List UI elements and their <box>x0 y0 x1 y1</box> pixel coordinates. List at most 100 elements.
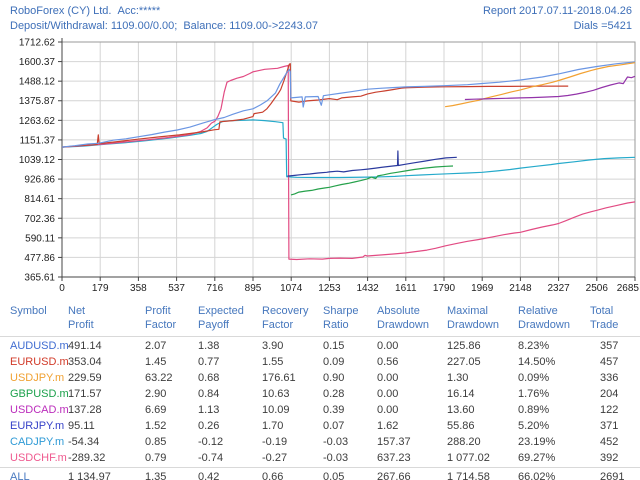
y-tick-label: 702.36 <box>24 214 55 225</box>
value-cell: 0.07 <box>323 420 345 432</box>
value-cell: 637.23 <box>377 452 411 464</box>
value-cell: 392 <box>600 452 619 464</box>
value-cell: 0.00 <box>377 340 399 352</box>
column-header: Maximal Drawdown <box>447 305 499 331</box>
value-cell: 2691 <box>600 471 625 480</box>
symbol-cell: USDCAD.m <box>10 404 68 416</box>
table-row: USDCAD.m 137.28 6.69 1.13 10.09 0.39 0.00 13.60… <box>0 402 640 418</box>
value-cell: 0.84 <box>198 388 220 400</box>
value-cell: 336 <box>600 372 619 384</box>
value-cell: 2.90 <box>145 388 167 400</box>
x-tick-label: 0 <box>59 283 65 294</box>
value-cell: 1.76% <box>518 388 550 400</box>
header-separator <box>0 336 640 337</box>
value-cell: 452 <box>600 436 619 448</box>
column-header: Symbol <box>10 305 47 317</box>
value-cell: -54.34 <box>68 436 100 448</box>
report-header: RoboForex (CY) Ltd. Acc:***** Report 2017… <box>0 0 640 36</box>
value-cell: 0.79 <box>145 452 167 464</box>
x-tick-label: 2327 <box>547 283 570 294</box>
y-tick-label: 477.86 <box>24 253 55 264</box>
value-cell: 66.02% <box>518 471 556 480</box>
value-cell: 63.22 <box>145 372 173 384</box>
x-tick-label: 1969 <box>471 283 494 294</box>
usdjpy-equity-line <box>445 62 636 108</box>
value-cell: 0.09% <box>518 372 550 384</box>
value-cell: 55.86 <box>447 420 475 432</box>
report-period: Report 2017.07.11-2018.04.26 <box>482 5 632 17</box>
y-tick-label: 1712.62 <box>19 38 56 49</box>
y-tick-label: 590.11 <box>25 233 55 244</box>
value-cell: 267.66 <box>377 471 411 480</box>
eurusd-equity-line <box>61 63 569 148</box>
total-separator <box>0 467 640 468</box>
deposit-withdrawal: Deposit/Withdrawal: 1109.00/0.00; <box>10 20 178 32</box>
x-tick-label: 179 <box>92 283 109 294</box>
usdcad-equity-line <box>464 75 636 101</box>
table-row: AUDUSD.m 491.14 2.07 1.38 3.90 0.15 0.00 125.86… <box>0 338 640 354</box>
value-cell: 0.39 <box>323 404 345 416</box>
symbol-cell: CADJPY.m <box>10 436 65 448</box>
value-cell: 8.23% <box>518 340 550 352</box>
value-cell: 176.61 <box>262 372 296 384</box>
table-header-row: Symbol Net Profit Profit Factor Expected Payof… <box>0 302 640 335</box>
table-row: EURJPY.m 95.11 1.52 0.26 1.70 0.07 1.62 55.86 5.… <box>0 418 640 434</box>
x-tick-label: 2148 <box>509 283 532 294</box>
x-tick-label: 2685 <box>617 283 640 294</box>
y-tick-label: 365.61 <box>24 273 55 284</box>
y-tick-label: 1151.37 <box>20 135 56 146</box>
table-total-row: ALL 1 134.97 1.35 0.42 0.66 0.05 267.66 1 714.5… <box>0 469 640 480</box>
value-cell: 357 <box>600 340 619 352</box>
symbol-cell: USDJPY.m <box>10 372 65 384</box>
value-cell: 227.05 <box>447 356 481 368</box>
table-row: EURUSD.m 353.04 1.45 0.77 1.55 0.09 0.56 227.05… <box>0 354 640 370</box>
value-cell: -289.32 <box>68 452 106 464</box>
value-cell: 6.69 <box>145 404 167 416</box>
column-header: Total Trade <box>590 305 619 331</box>
equity-chart: 1712.62 1600.37 1488.12 1375.87 1263.62 1151.… <box>19 38 640 295</box>
dials-count: Dials =5421 <box>573 20 632 32</box>
x-tick-label: 2506 <box>586 283 609 294</box>
value-cell: 69.27% <box>518 452 556 464</box>
value-cell: 157.37 <box>377 436 411 448</box>
x-tick-label: 895 <box>245 283 262 294</box>
value-cell: 0.00 <box>377 404 399 416</box>
symbol-cell: EURJPY.m <box>10 420 65 432</box>
y-tick-label: 1375.87 <box>19 96 56 107</box>
x-tick-label: 537 <box>168 283 185 294</box>
value-cell: 0.56 <box>377 356 399 368</box>
value-cell: 0.77 <box>198 356 220 368</box>
value-cell: 16.14 <box>447 388 475 400</box>
symbol-cell: AUDUSD.m <box>10 340 68 352</box>
value-cell: 1.35 <box>145 471 167 480</box>
value-cell: 0.15 <box>323 340 345 352</box>
value-cell: 371 <box>600 420 619 432</box>
x-tick-label: 1074 <box>280 283 303 294</box>
value-cell: 204 <box>600 388 619 400</box>
x-tick-label: 358 <box>130 283 147 294</box>
value-cell: 14.50% <box>518 356 556 368</box>
value-cell: 1 077.02 <box>447 452 490 464</box>
value-cell: 0.00 <box>377 372 399 384</box>
value-cell: 0.42 <box>198 471 220 480</box>
value-cell: 0.89% <box>518 404 550 416</box>
column-header: Recovery Factor <box>262 305 309 331</box>
y-tick-label: 1039.12 <box>19 155 56 166</box>
value-cell: 137.28 <box>68 404 102 416</box>
y-tick-label: 814.61 <box>24 194 55 205</box>
value-cell: 10.63 <box>262 388 290 400</box>
symbol-cell: USDCHF.m <box>10 452 67 464</box>
value-cell: 1.52 <box>145 420 167 432</box>
value-cell: 1.55 <box>262 356 284 368</box>
value-cell: 0.68 <box>198 372 220 384</box>
value-cell: 0.90 <box>323 372 345 384</box>
value-cell: -0.03 <box>323 452 349 464</box>
eurjpy-equity-line <box>287 150 457 177</box>
x-tick-label: 1611 <box>395 283 417 294</box>
value-cell: 229.59 <box>68 372 102 384</box>
column-header: Relative Drawdown <box>518 305 570 331</box>
x-tick-label: 1790 <box>433 283 456 294</box>
value-cell: 1.62 <box>377 420 399 432</box>
value-cell: 1.45 <box>145 356 167 368</box>
account-label: Acc:***** <box>117 5 161 17</box>
